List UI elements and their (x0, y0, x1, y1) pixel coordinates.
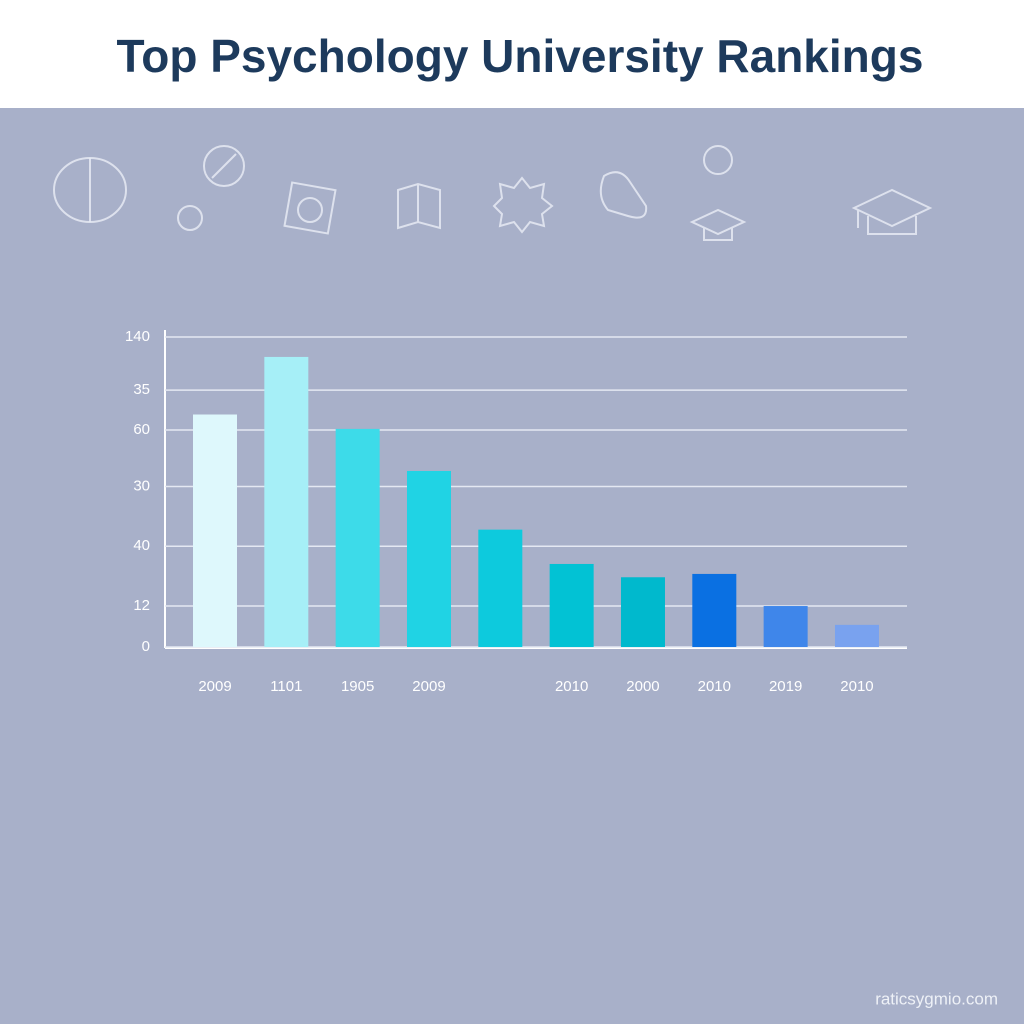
y-tick-label: 0 (142, 638, 150, 655)
x-tick-label: 2009 (412, 678, 445, 695)
watermark: raticsygmio.com (875, 989, 998, 1008)
x-tick-label: 2000 (626, 678, 659, 695)
bar (834, 624, 879, 647)
x-tick-label: 2010 (840, 678, 873, 695)
x-tick-label: 2019 (769, 678, 802, 695)
y-tick-label: 60 (133, 421, 150, 438)
y-tick-label: 35 (133, 381, 150, 398)
bar (692, 573, 737, 647)
x-tick-label: 2009 (198, 678, 231, 695)
x-tick-label: 1905 (341, 678, 374, 695)
bar (264, 356, 309, 647)
header (0, 0, 1024, 108)
bar (763, 606, 808, 647)
y-tick-label: 30 (133, 477, 150, 494)
x-tick-label: 2010 (698, 678, 731, 695)
x-tick-label: 2010 (555, 678, 588, 695)
bar (406, 470, 451, 647)
bar (620, 577, 665, 647)
bar (549, 563, 594, 647)
chart-title: Top Psychology University Rankings (117, 30, 924, 82)
y-tick-label: 12 (133, 597, 150, 614)
y-tick-label: 40 (133, 537, 150, 554)
bar (335, 428, 380, 647)
decorative-icons (53, 145, 933, 241)
y-tick-label: 140 (125, 328, 150, 345)
bar (193, 414, 237, 647)
x-tick-label: 1101 (270, 678, 302, 695)
bar (478, 529, 523, 647)
